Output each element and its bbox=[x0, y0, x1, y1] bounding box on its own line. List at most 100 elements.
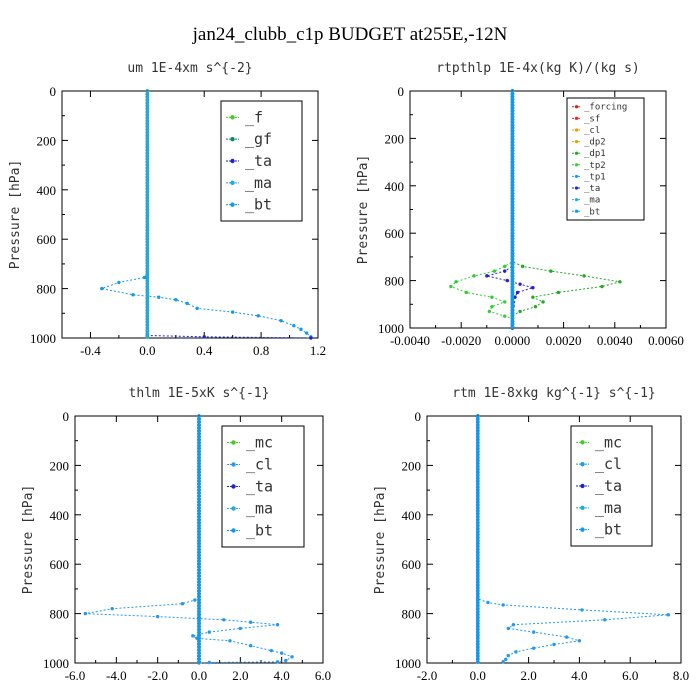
series-point bbox=[185, 301, 189, 306]
series-point bbox=[504, 657, 508, 661]
series-point bbox=[514, 650, 518, 654]
x-tick-label: -0.0020 bbox=[441, 333, 481, 348]
legend: _mc _cl _ta _ma _bt bbox=[221, 425, 305, 548]
series-point bbox=[207, 660, 212, 665]
series-point bbox=[117, 280, 121, 285]
legend-marker bbox=[231, 506, 236, 511]
legend-label: _cl bbox=[246, 456, 273, 474]
legend-marker bbox=[231, 528, 236, 533]
series-cl bbox=[476, 416, 670, 664]
legend-label: _ma bbox=[584, 196, 600, 206]
series-line bbox=[99, 91, 312, 338]
legend-label: _ta bbox=[246, 478, 273, 496]
series-line bbox=[511, 91, 621, 328]
series-point bbox=[503, 300, 507, 304]
legend-label: _bt bbox=[584, 207, 600, 217]
series-point bbox=[487, 309, 492, 314]
y-tick-label: 600 bbox=[37, 232, 57, 247]
legend-label: _forcing bbox=[584, 103, 627, 113]
series-point bbox=[145, 335, 150, 339]
figure-title: jan24_clubb_c1p BUDGET at255E,-12N bbox=[192, 24, 508, 45]
legend-marker bbox=[231, 484, 236, 489]
series-line bbox=[477, 416, 669, 663]
y-tick-label: 0 bbox=[398, 84, 405, 99]
legend-marker bbox=[574, 128, 579, 132]
series-point bbox=[275, 623, 280, 627]
series-point bbox=[501, 660, 505, 664]
x-tick-label: 0.0 bbox=[191, 668, 207, 683]
series-point bbox=[518, 309, 522, 314]
series-point bbox=[565, 635, 569, 639]
x-tick-label: 0.4 bbox=[196, 343, 213, 358]
series-point bbox=[513, 295, 517, 299]
series-point bbox=[197, 660, 201, 664]
x-tick-label: 0.0000 bbox=[495, 333, 531, 348]
legend-label: _f bbox=[245, 108, 263, 126]
legend-label: _tp1 bbox=[584, 172, 606, 182]
panels: um 1E-4xm s^{-2} -0.4 0.0 0.4 0.8 1.2 0 200 400 6… bbox=[8, 61, 689, 683]
legend-label: _ta bbox=[245, 152, 272, 170]
legend-label: _ma bbox=[245, 174, 272, 192]
series-point bbox=[531, 295, 535, 299]
legend-label: _ma bbox=[246, 500, 273, 518]
series-point bbox=[505, 278, 509, 283]
y-tick-label: 600 bbox=[402, 557, 422, 572]
series-point bbox=[556, 290, 561, 295]
legend-marker bbox=[230, 136, 235, 142]
legend-label: _dp2 bbox=[584, 138, 606, 148]
series-point bbox=[180, 602, 185, 606]
series-point bbox=[600, 284, 604, 289]
series-bt bbox=[197, 414, 201, 664]
x-tick-label: 2.0 bbox=[232, 668, 248, 683]
y-tick-label: 800 bbox=[37, 282, 57, 297]
series-ma bbox=[145, 89, 150, 339]
y-tick-label: 200 bbox=[50, 458, 70, 473]
x-tick-label: 0.0 bbox=[470, 668, 486, 683]
series-line bbox=[486, 91, 535, 329]
legend-marker bbox=[574, 198, 579, 202]
legend-marker bbox=[574, 139, 579, 144]
x-tick-label: -2.0 bbox=[417, 668, 438, 683]
x-tick-label: 6.0 bbox=[622, 668, 638, 683]
series-point bbox=[510, 325, 515, 329]
series-point bbox=[284, 658, 288, 663]
series-point bbox=[492, 269, 497, 273]
series-point bbox=[110, 606, 114, 611]
series-point bbox=[238, 626, 243, 631]
series-point bbox=[618, 280, 622, 284]
series-line bbox=[146, 91, 311, 339]
series-point bbox=[248, 644, 253, 648]
series-point bbox=[193, 598, 197, 602]
series-point bbox=[131, 293, 135, 297]
series-point bbox=[100, 286, 104, 291]
series-point bbox=[486, 600, 490, 605]
series-point bbox=[279, 651, 284, 655]
legend-label: _ta bbox=[595, 477, 622, 495]
x-tick-label: -4.0 bbox=[106, 668, 127, 683]
series-point bbox=[520, 264, 525, 269]
y-tick-label: 800 bbox=[402, 607, 422, 622]
panel-title: rtpthlp 1E-4x(kg K)/(kg s) bbox=[436, 61, 640, 76]
series-point bbox=[506, 653, 510, 658]
series-point bbox=[279, 319, 283, 323]
panel-title: thlm 1E-5xK s^{-1} bbox=[129, 386, 270, 401]
series-point bbox=[582, 274, 586, 278]
x-tick-label: 1.2 bbox=[310, 343, 326, 358]
series-line bbox=[450, 91, 513, 328]
legend-marker bbox=[580, 483, 585, 489]
y-axis-label: Pressure [hPa] bbox=[8, 160, 23, 270]
y-tick-label: 600 bbox=[50, 557, 70, 572]
series-point bbox=[603, 618, 607, 622]
x-tick-label: 8.0 bbox=[673, 668, 689, 683]
series-bt bbox=[510, 89, 515, 329]
series-point bbox=[531, 286, 535, 290]
series-point bbox=[222, 618, 226, 622]
legend-marker bbox=[231, 462, 236, 467]
panel-3: thlm 1E-5xK s^{-1} -6.0 -4.0 -2.0 0.0 2.0 4.0 6… bbox=[21, 386, 331, 683]
legend-marker bbox=[574, 116, 579, 120]
x-tick-label: -0.0040 bbox=[390, 333, 430, 348]
legend-label: _bt bbox=[245, 196, 272, 214]
legend-marker bbox=[574, 186, 579, 190]
series-point bbox=[207, 630, 212, 634]
x-tick-label: 4.0 bbox=[274, 668, 290, 683]
